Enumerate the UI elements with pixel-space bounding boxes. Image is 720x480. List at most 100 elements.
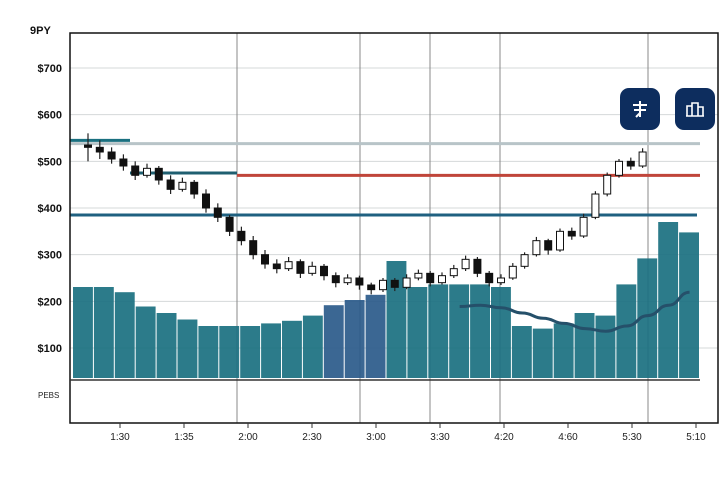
volume-bar: [93, 287, 114, 378]
candle-down: [320, 265, 328, 277]
candle-up: [308, 265, 317, 274]
x-tick-label: 2:30: [302, 432, 322, 443]
volume-bar: [177, 319, 198, 378]
candle-down: [544, 240, 553, 251]
candle-up: [379, 279, 387, 291]
candle-up: [603, 174, 612, 195]
plot-frame: [69, 32, 719, 424]
volume-bar: [219, 326, 240, 378]
volume-bar: [365, 294, 386, 378]
volume-bar: [470, 284, 490, 378]
candle-down: [567, 230, 576, 237]
volume-bar: [156, 313, 177, 378]
candle-up: [143, 167, 151, 176]
candle-down: [355, 277, 364, 286]
x-tick-label: 1:35: [174, 432, 194, 443]
candle-up: [178, 181, 187, 190]
candle-up: [579, 216, 588, 237]
volume-bar: [386, 261, 407, 378]
volume-bar: [616, 284, 637, 378]
candle-down: [249, 240, 258, 256]
volume-bar: [282, 320, 302, 378]
y-axis-labels: $700 $600 $500 $400 $300 $200 $100: [38, 63, 62, 355]
volume-bar: [114, 292, 135, 378]
volume-bar: [637, 258, 658, 378]
candle-up: [402, 277, 411, 288]
corner-label: 9PY: [30, 25, 51, 37]
candle-down: [331, 275, 340, 284]
x-tick-label: 2:00: [238, 432, 258, 443]
volume-bar: [240, 326, 261, 378]
candle-down: [154, 167, 163, 181]
volume-bar: [407, 287, 428, 378]
candle-up: [284, 261, 293, 270]
candle-up: [438, 275, 446, 284]
volume-bar: [532, 328, 553, 378]
volume-bar: [344, 300, 365, 378]
volume-bar: [302, 315, 323, 378]
y-tick-label: $400: [38, 203, 62, 215]
volume-bar: [449, 284, 470, 378]
candle-down: [107, 151, 116, 160]
volume-bar: [511, 326, 532, 378]
candle-up: [461, 258, 470, 270]
candle-down: [213, 207, 222, 218]
x-tick-label: 4:60: [558, 432, 578, 443]
x-tick-label: 3:30: [430, 432, 450, 443]
volume-bar: [595, 315, 616, 378]
candle-up: [343, 277, 352, 284]
candle-up: [508, 265, 517, 279]
candle-up: [520, 254, 529, 267]
x-tick-label: 5:30: [622, 432, 642, 443]
candle-down: [272, 263, 281, 270]
volume-bar: [135, 306, 156, 378]
candle-down: [166, 179, 175, 190]
compare-icon: [686, 102, 704, 117]
candle-down: [485, 272, 494, 284]
candle-down: [626, 160, 635, 167]
indicator-icon: [633, 101, 647, 118]
candle-up: [414, 272, 423, 279]
volume-bar: [679, 232, 699, 378]
indicator-button[interactable]: [620, 88, 660, 130]
volume-bar: [574, 313, 595, 378]
candle-down: [95, 146, 104, 153]
y-tick-label: $200: [38, 296, 62, 308]
x-axis-labels: 1:30 1:35 2:00 2:30 3:00 3:30 4:20 4:60 5:30 5:10: [110, 423, 706, 443]
bottom-corner-label: PEBS: [38, 391, 59, 400]
candle-up: [532, 240, 541, 256]
candle-down: [119, 158, 128, 167]
volume-bar: [73, 287, 93, 378]
candle-up: [638, 151, 647, 167]
volume-bar: [491, 287, 511, 378]
candle-down: [84, 144, 92, 148]
candle-up: [615, 160, 623, 176]
volume-bars: [73, 222, 699, 378]
candle-down: [190, 181, 199, 195]
x-tick-label: 1:30: [110, 432, 130, 443]
candle-down: [367, 284, 376, 291]
volume-bar: [428, 284, 449, 378]
candle-down: [131, 165, 140, 176]
y-tick-label: $300: [38, 250, 62, 262]
candle-up: [449, 268, 458, 277]
candle-down: [296, 261, 305, 274]
candle-down: [390, 279, 399, 288]
x-tick-label: 5:10: [686, 432, 706, 443]
candle-down: [225, 216, 234, 232]
candle-down: [202, 193, 210, 209]
candle-down: [473, 258, 482, 274]
compare-button[interactable]: [675, 88, 715, 130]
candle-down: [426, 272, 435, 284]
candle-down: [261, 254, 269, 265]
trend-line: [459, 290, 690, 333]
candle-up: [497, 277, 505, 284]
x-tick-label: 4:20: [494, 432, 514, 443]
candle-down: [237, 230, 246, 242]
volume-bar: [261, 323, 281, 378]
y-tick-label: $700: [38, 63, 62, 75]
candles: [84, 133, 647, 295]
candle-up: [556, 230, 564, 251]
volume-bar: [658, 222, 679, 378]
